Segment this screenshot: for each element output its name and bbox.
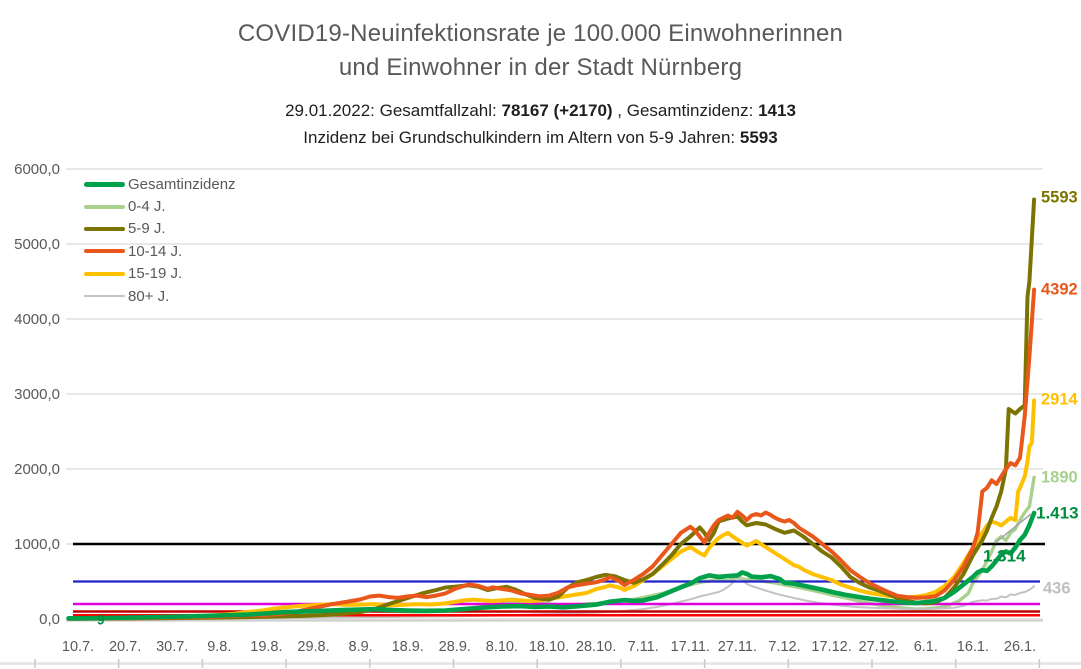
- x-tick-label: 29.8.: [297, 639, 329, 655]
- legend-item-15-19-j-: 15-19 J.: [84, 263, 236, 285]
- data-label-1314: 1.314: [983, 546, 1026, 565]
- x-tick-label: 18.9.: [392, 639, 424, 655]
- x-tick-label: 6.1.: [914, 639, 938, 655]
- data-label-4392: 4392: [1041, 280, 1078, 298]
- legend-label: 10-14 J.: [128, 242, 183, 260]
- legend-swatch-icon: [84, 181, 125, 187]
- x-tick-label: 28.9.: [439, 639, 471, 655]
- y-tick-label: 3000,0: [14, 386, 60, 403]
- x-tick-label: 10.7.: [62, 639, 94, 655]
- chart-subtitle-line-2: Inzidenz bei Grundschulkindern im Altern…: [0, 128, 1081, 148]
- x-tick-label: 19.8.: [250, 639, 282, 655]
- legend-swatch-icon: [84, 271, 125, 276]
- legend-label: 15-19 J.: [128, 265, 183, 283]
- data-label-1413: 1.413: [1036, 503, 1079, 522]
- y-tick-label: 2000,0: [14, 461, 60, 478]
- chart-title-line-2: und Einwohner in der Stadt Nürnberg: [338, 54, 743, 81]
- subtitle-text: 29.01.2022: Gesamtfallzahl:: [285, 101, 502, 120]
- x-tick-label: 9.8.: [207, 639, 231, 655]
- label-leader-line: [994, 513, 1032, 544]
- series-line-10-14-j-: [66, 287, 1037, 621]
- x-tick-label: 28.10.: [576, 639, 616, 655]
- x-tick-label: 20.7.: [109, 639, 141, 655]
- legend-swatch-icon: [84, 295, 125, 298]
- x-tick-label: 27.12.: [859, 639, 899, 655]
- chart-title-line-1: COVID19-Neuinfektionsrate je 100.000 Ein…: [237, 20, 844, 47]
- data-label-9: 9: [97, 613, 105, 628]
- subtitle-text: Inzidenz bei Grundschulkindern im Altern…: [303, 128, 740, 147]
- x-tick-label: 8.9.: [349, 639, 373, 655]
- series-line-15-19-j-: [66, 398, 1037, 621]
- y-tick-label: 6000,0: [14, 161, 60, 178]
- data-label-436: 436: [1043, 579, 1071, 597]
- subtitle-text: , Gesamtinzidenz:: [612, 101, 759, 120]
- legend-swatch-icon: [84, 249, 125, 254]
- y-tick-label: 0,0: [39, 611, 60, 628]
- legend-swatch-icon: [84, 226, 125, 231]
- x-tick-label: 18.10.: [529, 639, 569, 655]
- legend-label: 0-4 J.: [128, 198, 166, 216]
- x-tick-label: 16.1.: [957, 639, 989, 655]
- x-tick-label: 7.12.: [768, 639, 800, 655]
- x-tick-label: 27.11.: [718, 639, 757, 655]
- legend-label: Gesamtinzidenz: [128, 175, 236, 193]
- legend-swatch-icon: [84, 204, 125, 209]
- legend-item-5-9-j-: 5-9 J.: [84, 218, 236, 240]
- data-label-2914: 2914: [1041, 390, 1079, 408]
- y-tick-label: 5000,0: [14, 236, 60, 253]
- series-line-gesamtinzidenz: [66, 510, 1037, 621]
- subtitle-total-cases: 78167 (+2170): [501, 101, 613, 120]
- x-tick-label: 8.10.: [486, 639, 518, 655]
- legend-label: 5-9 J.: [128, 220, 166, 238]
- legend-label: 80+ J.: [128, 287, 170, 305]
- chart-legend: Gesamtinzidenz 0-4 J. 5-9 J. 10-14 J. 15-19 …: [84, 173, 236, 307]
- data-label-1890: 1890: [1041, 468, 1078, 486]
- data-label-5593: 5593: [1041, 188, 1078, 206]
- x-tick-label: 7.11.: [628, 639, 659, 655]
- y-tick-label: 1000,0: [14, 536, 60, 553]
- x-tick-label: 30.7.: [156, 639, 188, 655]
- x-tick-label: 26.1.: [1004, 639, 1036, 655]
- chart-subtitle-line-1: 29.01.2022: Gesamtfallzahl: 78167 (+2170…: [0, 101, 1081, 121]
- legend-item-10-14-j-: 10-14 J.: [84, 240, 236, 262]
- series-line-5-9-j-: [66, 197, 1037, 621]
- x-tick-label: 17.11.: [671, 639, 710, 655]
- subtitle-total-incidence: 1413: [758, 101, 796, 120]
- legend-item-0-4-j-: 0-4 J.: [84, 195, 236, 217]
- legend-item-gesamtinzidenz: Gesamtinzidenz: [84, 173, 236, 195]
- subtitle-age5-9-incidence: 5593: [739, 128, 778, 147]
- x-tick-label: 17.12.: [811, 639, 851, 655]
- y-tick-label: 4000,0: [14, 311, 60, 328]
- legend-item-80+-j-: 80+ J.: [84, 285, 236, 307]
